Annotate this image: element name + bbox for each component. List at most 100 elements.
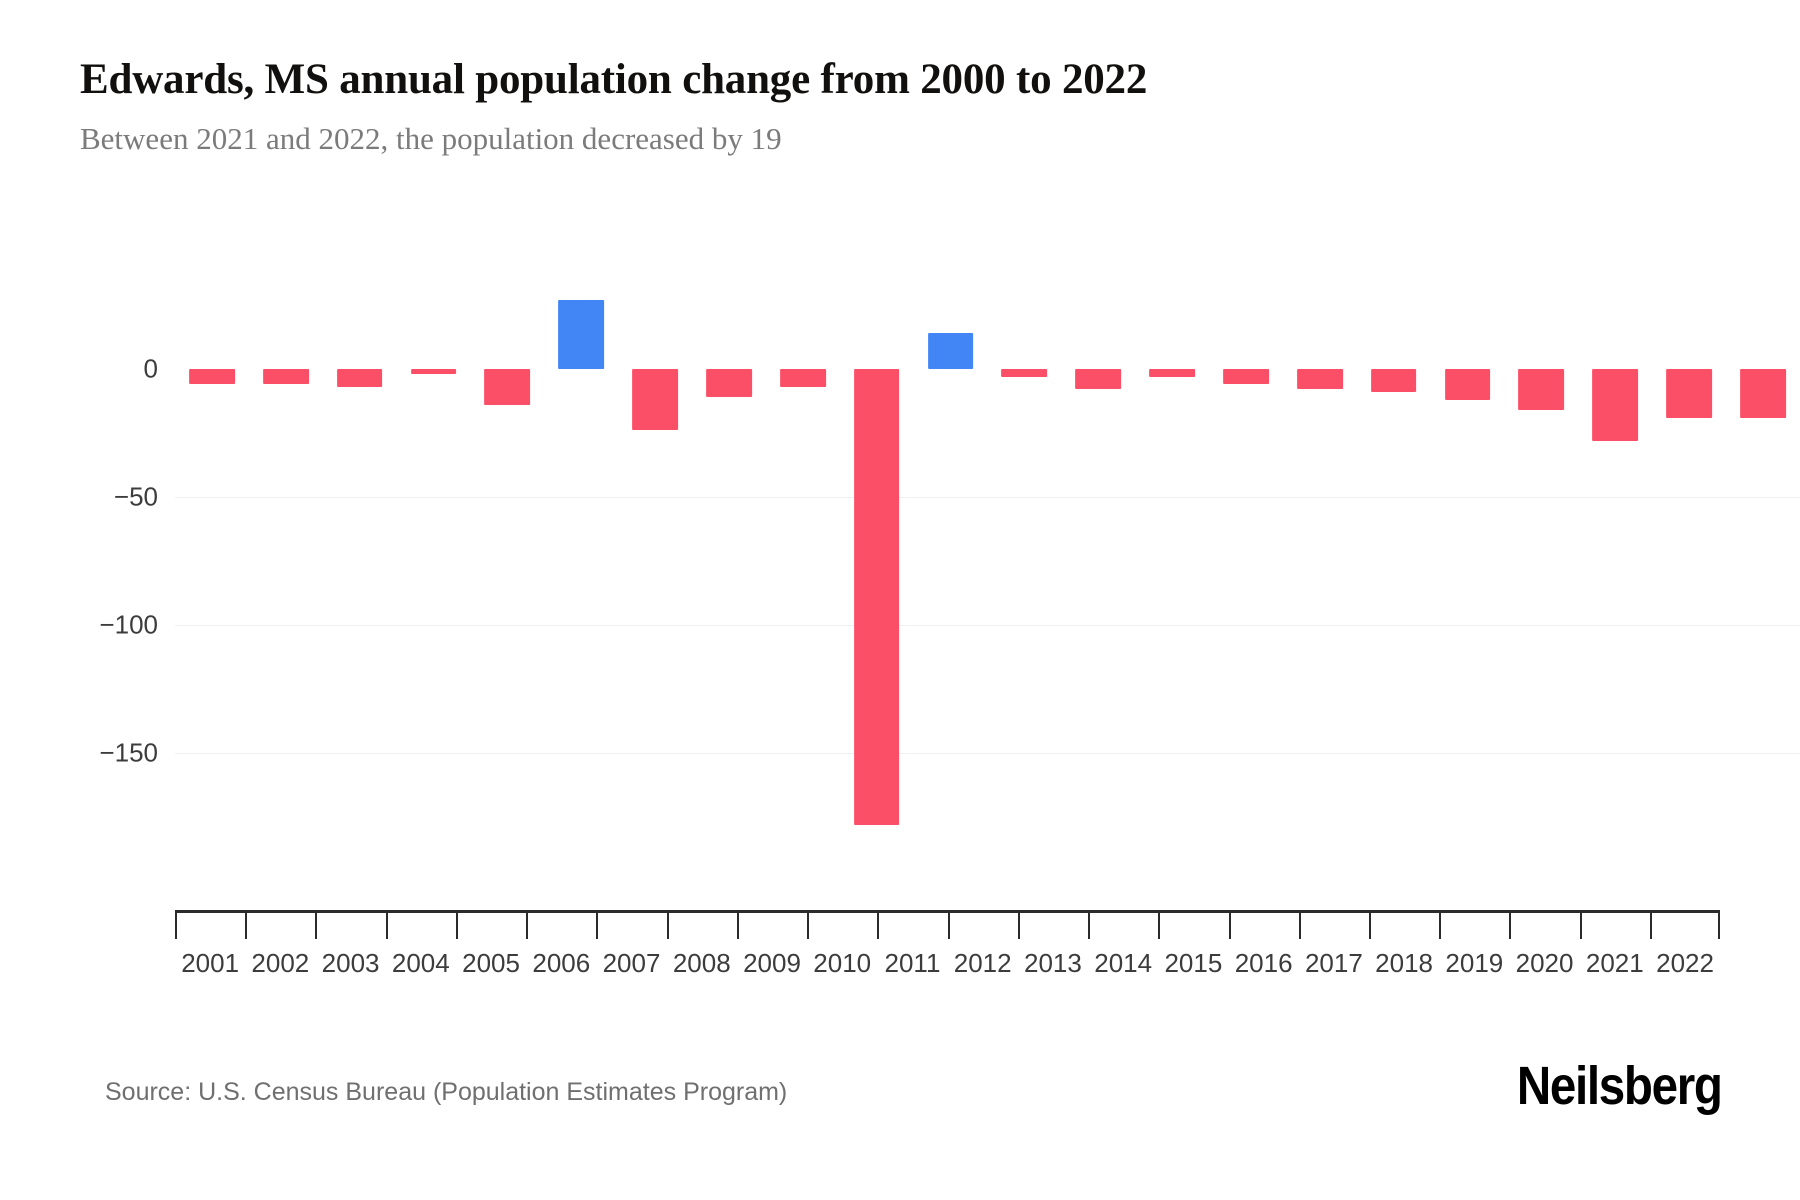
- x-axis-tick-label: 2016: [1234, 948, 1293, 978]
- x-axis-tick-label: 2003: [321, 948, 380, 978]
- bar-slot: [914, 250, 988, 910]
- bar-slot: [249, 250, 323, 910]
- page-title: Edwards, MS annual population change fro…: [80, 56, 1148, 103]
- x-axis-tick-label: 2013: [1024, 948, 1082, 978]
- bar-2021[interactable]: [1666, 369, 1712, 418]
- x-tick-mark: [526, 913, 529, 939]
- bar-2012[interactable]: [1001, 369, 1048, 377]
- x-axis-tick-label: 2008: [672, 948, 731, 978]
- bar-2019[interactable]: [1518, 369, 1565, 410]
- x-axis-line: [175, 910, 1720, 913]
- neilsberg-logo: Neilsberg: [1517, 1056, 1723, 1116]
- bar-2014[interactable]: [1149, 369, 1195, 377]
- bar-2016[interactable]: [1296, 369, 1343, 390]
- x-axis-tick-label: 2001: [181, 948, 240, 978]
- plot-area: 0 −50 −100 −150: [80, 250, 1800, 910]
- bar-slot: [1209, 250, 1283, 910]
- x-tick-slot: [596, 913, 666, 939]
- gridline: [175, 497, 1800, 498]
- x-axis-tick-label: 2011: [884, 948, 941, 978]
- x-tick-mark: [245, 913, 248, 939]
- x-tick-slot: [1228, 913, 1299, 939]
- x-tick-mark: [877, 913, 880, 939]
- bar-slot: [987, 250, 1061, 910]
- x-tick-mark: [1368, 913, 1371, 939]
- bar-2020[interactable]: [1592, 369, 1639, 441]
- x-axis-tick-label: 2002: [251, 948, 310, 978]
- x-tick-mark: [455, 913, 458, 939]
- x-tick-mark: [385, 913, 388, 939]
- x-tick-slot: [1509, 913, 1579, 939]
- x-tick-slot: [1368, 913, 1439, 939]
- x-tick-slot: [526, 913, 596, 939]
- bar-slot: [1578, 250, 1652, 910]
- bar-2003[interactable]: [336, 369, 383, 387]
- bar-slot: [1061, 250, 1135, 910]
- x-axis-tick-label: 2009: [743, 948, 801, 978]
- bar-slot: [692, 250, 766, 910]
- x-tick-mark: [1579, 913, 1582, 939]
- x-tick-mark: [1017, 913, 1020, 939]
- bar-2022[interactable]: [1740, 369, 1786, 418]
- x-axis-tick-label: 2015: [1164, 948, 1223, 978]
- bar-slot: [1135, 250, 1209, 910]
- x-axis-tick-label: 2017: [1304, 948, 1363, 978]
- x-tick-slot: [1298, 913, 1369, 939]
- bar-2001[interactable]: [189, 369, 235, 385]
- bar-2017[interactable]: [1370, 369, 1417, 393]
- x-tick-mark: [1718, 913, 1720, 939]
- x-tick-mark: [1228, 913, 1231, 939]
- chart-subtitle: Between 2021 and 2022, the population de…: [80, 121, 782, 156]
- bar-2009[interactable]: [779, 369, 826, 387]
- bar-2015[interactable]: [1223, 369, 1269, 385]
- x-tick-mark: [596, 913, 599, 939]
- bar-2005[interactable]: [484, 369, 531, 405]
- bar-slot: [175, 250, 249, 910]
- x-axis-tick-label: 2021: [1585, 948, 1644, 978]
- bar-slot: [1283, 250, 1357, 910]
- bar-2004[interactable]: [410, 369, 457, 375]
- gridlines-group: 0 −50 −100 −150: [80, 250, 1800, 910]
- x-tick-mark: [1158, 913, 1161, 939]
- x-tick-mark: [315, 913, 318, 939]
- x-axis-tick-label: 2010: [813, 948, 872, 978]
- bar-slot: [1357, 250, 1431, 910]
- x-tick-mark: [1649, 913, 1652, 939]
- bar-2013[interactable]: [1075, 369, 1122, 390]
- x-axis-ticks: [175, 913, 1720, 939]
- bar-2007[interactable]: [632, 369, 678, 431]
- x-axis-tick-label: 2014: [1094, 948, 1153, 978]
- x-axis-tick-label: 2012: [953, 948, 1012, 978]
- x-tick-slot: [1439, 913, 1509, 939]
- x-tick-slot: [315, 913, 385, 939]
- x-tick-slot: [1649, 913, 1720, 939]
- x-tick-slot: [1158, 913, 1228, 939]
- bar-slot: [766, 250, 840, 910]
- x-tick-mark: [1298, 913, 1301, 939]
- bar-slot: [544, 250, 618, 910]
- bar-slot: [1504, 250, 1578, 910]
- y-axis-tick-label: −100: [99, 609, 158, 640]
- x-tick-slot: [947, 913, 1018, 939]
- x-axis-tick-label: 2007: [602, 948, 661, 978]
- bar-2006[interactable]: [558, 299, 605, 369]
- x-tick-slot: [455, 913, 526, 939]
- x-axis-labels: 2001 2002 2003 2004 2005 2006 2007 2008 2009 2010…: [175, 948, 1720, 979]
- x-tick-slot: [807, 913, 877, 939]
- bar-2010[interactable]: [853, 369, 900, 825]
- source-note: Source: U.S. Census Bureau (Population E…: [105, 1078, 788, 1106]
- x-tick-mark: [1439, 913, 1442, 939]
- gridline: [175, 753, 1800, 754]
- bars-group: [175, 250, 1800, 910]
- x-axis-tick-label: 2018: [1375, 948, 1434, 978]
- y-axis-tick-label: −150: [99, 737, 158, 768]
- bar-slot: [470, 250, 544, 910]
- bar-2008[interactable]: [706, 369, 752, 398]
- bar-2011[interactable]: [927, 333, 974, 369]
- bar-2002[interactable]: [262, 369, 309, 385]
- bar-2018[interactable]: [1444, 369, 1491, 400]
- bar-slot: [1726, 250, 1800, 910]
- x-tick-slot: [245, 913, 315, 939]
- x-tick-slot: [175, 913, 245, 939]
- x-tick-mark: [1088, 913, 1091, 939]
